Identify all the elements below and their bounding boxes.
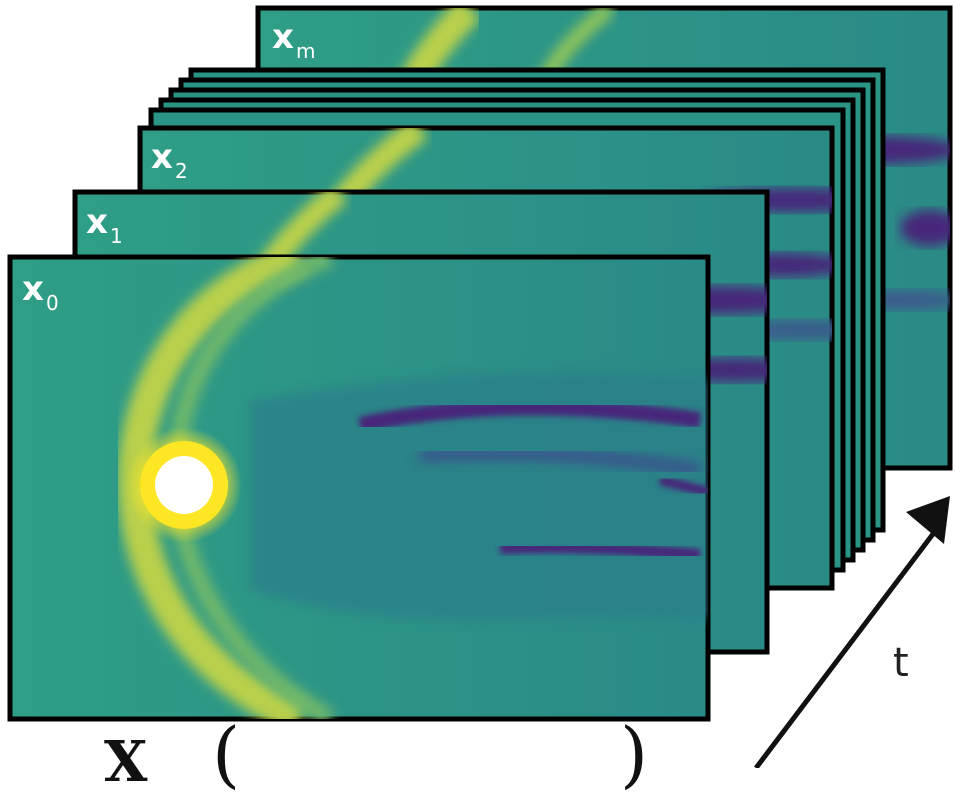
caption-close-paren: ) (620, 712, 649, 796)
caption-symbol: X (104, 729, 148, 795)
obstacle-sphere (155, 456, 213, 514)
frame-stack-diagram (7, 5, 953, 768)
time-arrow (754, 496, 950, 768)
frame-0 (7, 254, 711, 722)
caption-open-paren: ( (212, 712, 241, 796)
time-label: t (893, 640, 909, 686)
